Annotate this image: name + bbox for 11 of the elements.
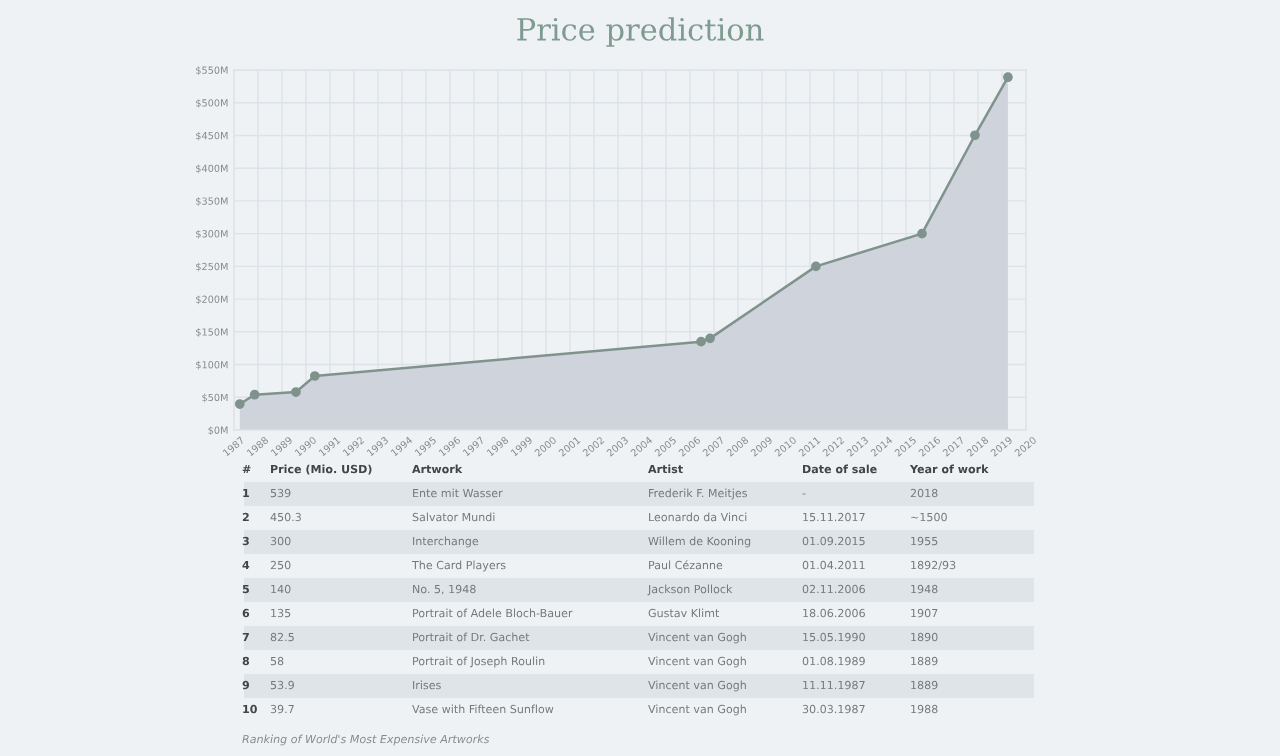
point	[970, 130, 980, 141]
point	[249, 389, 260, 400]
point	[705, 333, 715, 344]
point	[917, 228, 927, 239]
point	[1003, 72, 1013, 83]
point	[696, 336, 706, 347]
point	[234, 399, 245, 409]
point	[291, 387, 301, 397]
point	[309, 371, 320, 381]
chart-title: Price prediction	[517, 17, 764, 47]
point	[811, 261, 821, 272]
